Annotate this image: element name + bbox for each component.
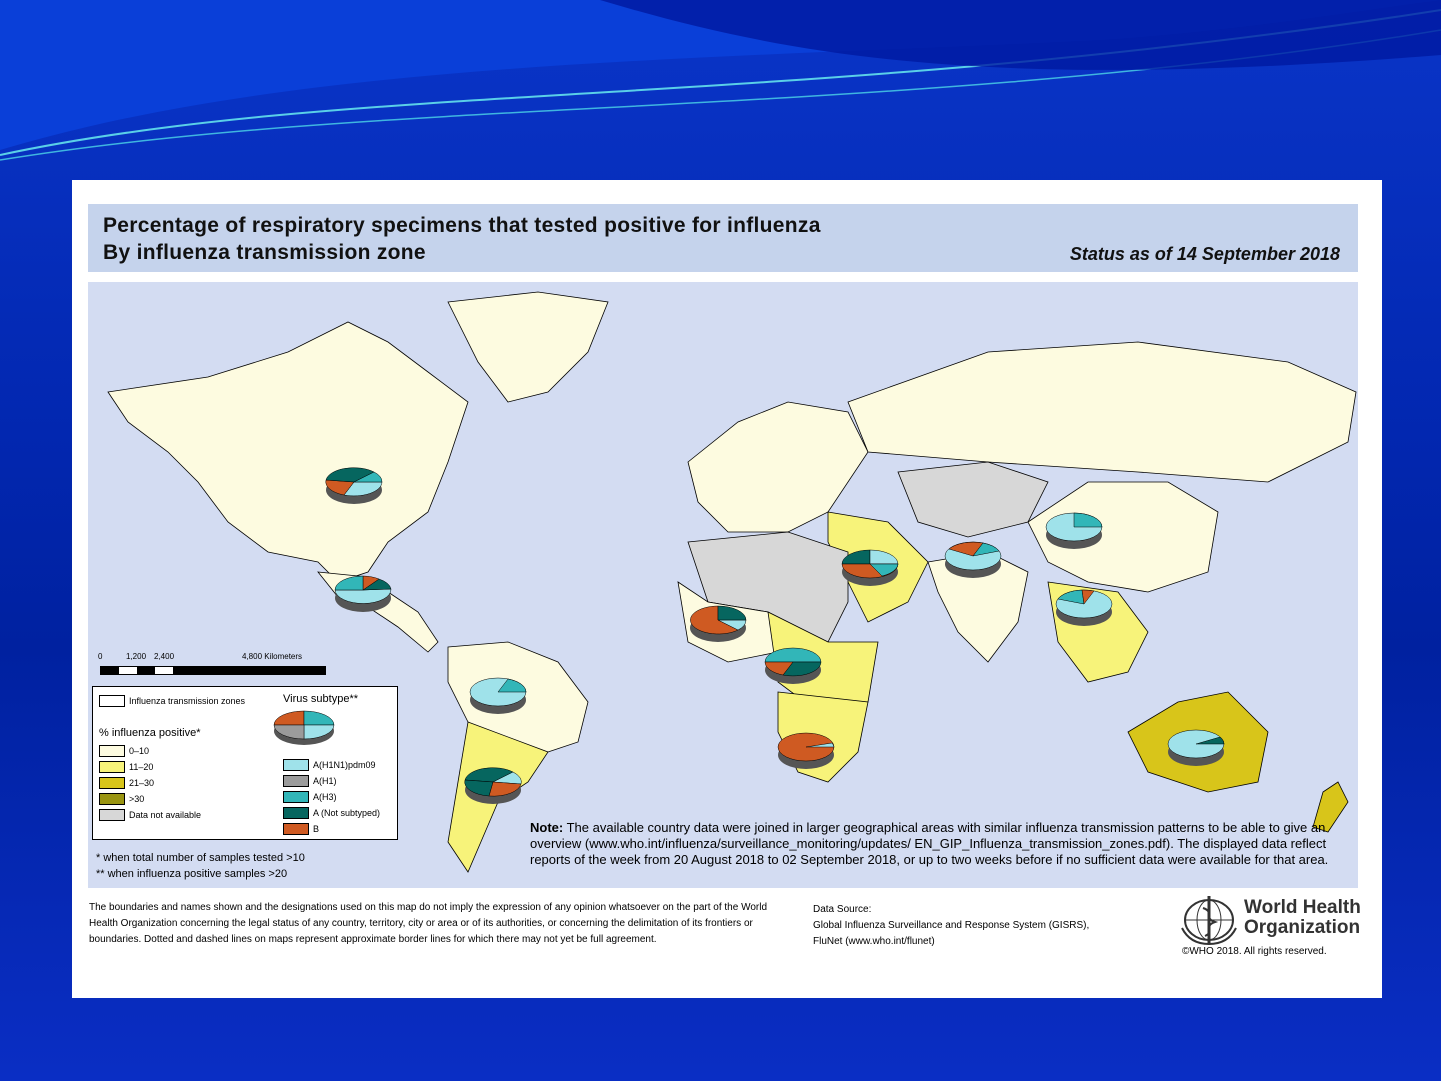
pie-southern-africa	[777, 732, 835, 769]
status-date: Status as of 14 September 2018	[1069, 244, 1340, 264]
zone-central-asia	[897, 461, 1049, 538]
legend-label-0-10: 0–10	[129, 746, 150, 756]
footnote-positive: ** when influenza positive samples >20	[96, 868, 288, 880]
legend-label-no-data: Data not available	[129, 810, 202, 820]
legend-positive-4: Data not available	[99, 809, 201, 821]
legend-positive-3: >30	[99, 793, 144, 805]
disclaimer: The boundaries and names shown and the d…	[89, 902, 768, 945]
map-legend: Influenza transmission zones Virus subty…	[92, 686, 398, 840]
legend-swatch-11-20	[99, 761, 125, 773]
pie-central-america	[334, 575, 392, 612]
zone-europe	[687, 401, 869, 533]
legend-label-11-20: 11–20	[129, 762, 154, 772]
zone-new-zealand	[1312, 781, 1349, 833]
slide-header-swoosh	[0, 0, 1441, 161]
world-map: 0 1,200 2,400 4,800 Kilometers Influenza…	[88, 282, 1358, 888]
title-band: Percentage of respiratory specimens that…	[88, 204, 1358, 272]
data-source-line1: Global Influenza Surveillance and Respon…	[813, 920, 1090, 931]
who-name-line1: World Health	[1244, 897, 1361, 918]
legend-label-gt30: >30	[129, 794, 145, 804]
zone-northern-asia	[847, 341, 1357, 483]
legend-swatch-h1n1pdm09	[283, 759, 309, 771]
legend-subtype-2: A(H3)	[283, 791, 337, 803]
pie-southern-asia	[944, 541, 1002, 578]
legend-subtype-4: B	[283, 823, 319, 835]
scale-bar: 0 1,200 2,400 4,800 Kilometers	[96, 652, 336, 682]
note-text: The available country data were joined i…	[530, 820, 1329, 867]
legend-label-b: B	[313, 824, 320, 834]
zone-north-america	[107, 321, 469, 583]
legend-swatch-h1	[283, 775, 309, 787]
map-note: Note: The available country data were jo…	[530, 820, 1350, 868]
zone-greenland	[447, 291, 609, 403]
scale-label-1200: 1,200	[126, 652, 147, 661]
legend-swatch-gt30	[99, 793, 125, 805]
pie-south-america-temperate	[464, 767, 522, 804]
map-canvas	[107, 291, 1357, 873]
footnote-samples: * when total number of samples tested >1…	[96, 852, 305, 864]
legend-label-h1: A(H1)	[313, 776, 337, 786]
legend-sample-pie	[273, 710, 335, 745]
legend-label-21-30: 21–30	[129, 778, 155, 788]
pie-south-east-asia	[1055, 589, 1113, 626]
scale-label-2400: 2,400	[154, 652, 175, 661]
legend-label-not-subtyped: A (Not subtyped)	[313, 808, 381, 818]
legend-label-h3: A(H3)	[313, 792, 337, 802]
legend-zones-label: Influenza transmission zones	[129, 696, 246, 706]
legend-swatch-no-data	[99, 809, 125, 821]
pie-western-asia	[841, 549, 899, 586]
legend-positive-0: 0–10	[99, 745, 149, 757]
map-title: Percentage of respiratory specimens that…	[103, 214, 821, 237]
who-name-line2: Organization	[1244, 917, 1361, 938]
legend-label-h1n1pdm09: A(H1N1)pdm09	[313, 760, 376, 770]
data-source-label: Data Source:	[813, 904, 872, 915]
legend-swatch-h3	[283, 791, 309, 803]
map-subtitle: By influenza transmission zone	[103, 241, 426, 264]
pie-north-america	[325, 467, 383, 504]
legend-subtype-0: A(H1N1)pdm09	[283, 759, 376, 771]
legend-zones: Influenza transmission zones	[99, 695, 245, 707]
data-source: Data Source: Global Influenza Surveillan…	[813, 902, 1153, 950]
legend-positive-2: 21–30	[99, 777, 154, 789]
pie-oceania	[1167, 729, 1225, 766]
zone-eastern-asia	[1027, 481, 1219, 593]
legend-positive-1: 11–20	[99, 761, 153, 773]
data-source-line2: FluNet (www.who.int/flunet)	[813, 936, 935, 947]
copyright: ©WHO 2018. All rights reserved.	[1182, 946, 1327, 957]
scale-bar-graphic	[100, 666, 326, 675]
pie-western-africa	[690, 605, 747, 642]
legend-subtype-3: A (Not subtyped)	[283, 807, 380, 819]
who-name: World Health Organization	[1244, 898, 1361, 938]
scale-label-4800: 4,800 Kilometers	[242, 652, 303, 661]
legend-zones-swatch	[99, 695, 125, 707]
legend-swatch-0-10	[99, 745, 125, 757]
map-panel: Percentage of respiratory specimens that…	[72, 180, 1382, 998]
legend-subtype-title: Virus subtype**	[283, 693, 359, 705]
note-label: Note:	[530, 820, 564, 835]
legend-subtype-1: A(H1)	[283, 775, 337, 787]
pie-south-america-tropical	[469, 677, 527, 714]
pie-middle-africa	[764, 647, 822, 684]
legend-swatch-21-30	[99, 777, 125, 789]
legend-positive-title: % influenza positive*	[99, 727, 201, 739]
scale-label-0: 0	[98, 652, 103, 661]
who-emblem-icon	[1181, 896, 1237, 946]
pie-eastern-asia	[1045, 512, 1103, 549]
legend-swatch-not-subtyped	[283, 807, 309, 819]
legend-swatch-b	[283, 823, 309, 835]
